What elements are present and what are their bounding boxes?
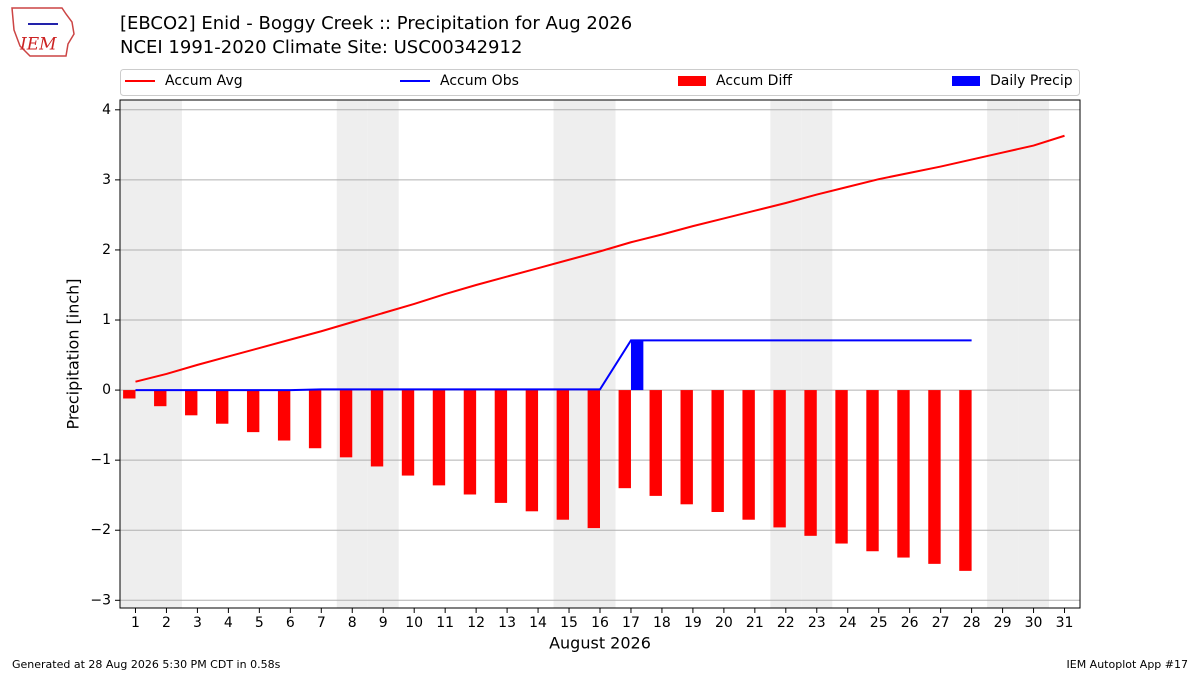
y-tick-label: 3 (102, 172, 111, 188)
x-tick-label: 16 (591, 615, 609, 631)
chart-title: [EBCO2] Enid - Boggy Creek :: Precipitat… (120, 13, 632, 34)
weekend-shade (1018, 100, 1050, 608)
bar (897, 390, 910, 558)
x-tick-label: 8 (348, 615, 357, 631)
bar (742, 390, 755, 520)
legend-box (120, 69, 1080, 96)
x-tick-label: 20 (715, 615, 733, 631)
x-tick-label: 24 (839, 615, 857, 631)
x-tick-label: 30 (1025, 615, 1043, 631)
y-tick-label: 2 (102, 242, 111, 258)
legend-label: Daily Precip (990, 73, 1073, 89)
bar (308, 390, 322, 449)
bar (185, 390, 198, 416)
x-axis-label: August 2026 (549, 634, 651, 653)
x-tick-label: 25 (870, 615, 888, 631)
y-tick-label: 4 (102, 102, 111, 118)
bar (246, 390, 260, 433)
line (135, 339, 972, 392)
weekend-shade (553, 100, 585, 608)
legend-swatch (678, 76, 706, 86)
weekend-shade (367, 100, 399, 608)
y-tick-label: −1 (90, 452, 111, 468)
x-tick-label: 22 (777, 615, 795, 631)
chart-subtitle: NCEI 1991-2020 Climate Site: USC00342912 (120, 37, 522, 58)
bar (277, 390, 291, 441)
y-tick-label: −3 (90, 592, 111, 608)
x-tick-label: 23 (808, 615, 826, 631)
bar (587, 390, 600, 529)
weekend-shade (987, 100, 1019, 608)
x-tick-label: 28 (963, 615, 981, 631)
y-axis-label: Precipitation [inch] (64, 278, 83, 429)
bar (154, 390, 167, 407)
logo-text: IEM (19, 35, 57, 55)
weekend-shade (584, 100, 616, 608)
weekend-shade (120, 100, 151, 608)
legend-label: Accum Avg (165, 73, 243, 89)
bar (525, 390, 539, 512)
x-tick-label: 27 (932, 615, 950, 631)
bar (556, 390, 570, 520)
y-tick-label: 1 (102, 312, 111, 328)
x-tick-label: 14 (529, 615, 547, 631)
bar (630, 341, 644, 391)
x-tick-label: 7 (317, 615, 326, 631)
x-tick-label: 4 (224, 615, 233, 631)
weekend-shade (150, 100, 182, 608)
bar (216, 390, 229, 424)
x-tick-label: 21 (746, 615, 764, 631)
bar (959, 390, 972, 571)
x-tick-label: 1 (131, 615, 140, 631)
bar (618, 390, 631, 489)
y-tick-label: 0 (102, 382, 111, 398)
bar (928, 390, 941, 564)
weekend-shade (770, 100, 802, 608)
x-tick-label: 26 (901, 615, 919, 631)
x-tick-label: 15 (560, 615, 578, 631)
bar (494, 390, 508, 503)
bar (370, 390, 384, 467)
x-tick-label: 29 (994, 615, 1012, 631)
x-tick-label: 31 (1056, 615, 1074, 631)
bar (773, 390, 786, 528)
x-tick-label: 5 (255, 615, 264, 631)
footer-right: IEM Autoplot App #17 (1067, 658, 1189, 671)
footer-left: Generated at 28 Aug 2026 5:30 PM CDT in … (12, 658, 281, 671)
line (135, 134, 1065, 383)
bar (680, 390, 693, 505)
bar (432, 390, 446, 486)
x-tick-label: 10 (405, 615, 423, 631)
x-tick-label: 6 (286, 615, 295, 631)
logo: IEM (11, 7, 75, 57)
weekend-shade (336, 100, 368, 608)
x-tick-label: 13 (498, 615, 516, 631)
x-tick-label: 2 (162, 615, 171, 631)
bar (339, 390, 353, 458)
bar (804, 390, 817, 536)
bar (711, 390, 724, 513)
legend-label: Accum Obs (440, 73, 519, 89)
bar (401, 390, 415, 476)
y-tick-label: −2 (90, 522, 111, 538)
plot-frame (119, 99, 1081, 609)
x-tick-label: 18 (653, 615, 671, 631)
x-tick-label: 12 (467, 615, 485, 631)
x-tick-label: 9 (379, 615, 388, 631)
bar (866, 390, 879, 552)
bar (835, 390, 848, 544)
bar (123, 390, 136, 399)
x-tick-label: 19 (684, 615, 702, 631)
bar (649, 390, 662, 496)
logo-outline (11, 7, 75, 57)
legend-label: Accum Diff (716, 73, 792, 89)
x-tick-label: 11 (436, 615, 454, 631)
legend-swatch (952, 76, 980, 86)
x-tick-label: 17 (622, 615, 640, 631)
x-tick-label: 3 (193, 615, 202, 631)
bar (463, 390, 477, 495)
